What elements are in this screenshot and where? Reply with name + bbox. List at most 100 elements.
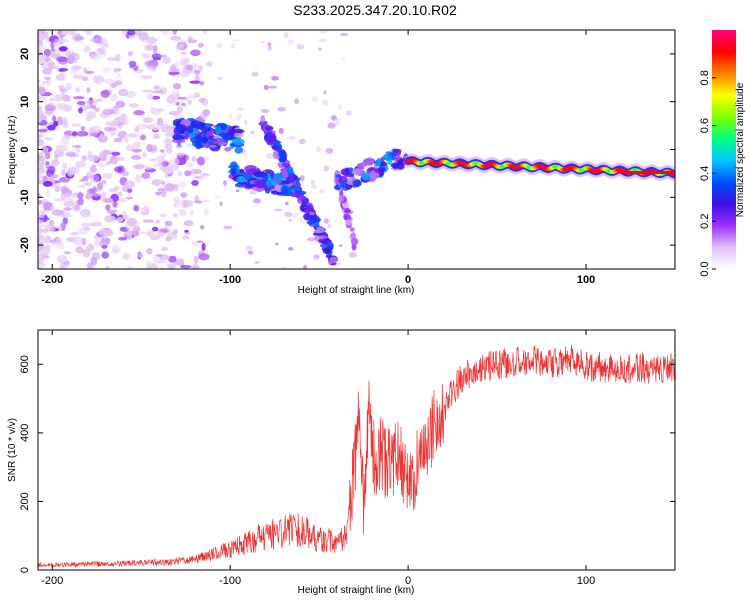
spectrogram-blob <box>202 30 208 35</box>
spectrogram-blob <box>97 35 103 44</box>
spectrogram-blob <box>101 245 108 249</box>
spectrogram-blob <box>56 56 68 63</box>
spectrogram-blob <box>105 204 111 211</box>
spectrogram-blob <box>306 220 316 225</box>
spectrogram-blob <box>193 69 200 75</box>
spectrogram-blob <box>82 248 91 258</box>
spectrogram-blob <box>340 32 349 37</box>
spectrogram-blob <box>333 121 340 126</box>
spectrogram-blob <box>189 80 201 84</box>
spectrogram-blob <box>172 134 184 141</box>
spectrogram-blob <box>81 76 89 82</box>
spectrogram-blob <box>287 247 294 251</box>
spectrogram-blob <box>313 229 323 234</box>
spectrogram-blob <box>141 53 151 59</box>
spectrogram-blob <box>338 195 345 202</box>
spectrogram-blob <box>65 151 77 157</box>
spectrogram-blob <box>194 195 200 204</box>
spectrogram-blob <box>61 212 72 219</box>
spectrogram-blob <box>324 218 329 224</box>
spectrogram-blob <box>72 165 80 175</box>
spectrogram-blob <box>180 51 188 55</box>
spectrogram-blob <box>218 138 225 143</box>
spectrogram-blob <box>262 174 269 183</box>
spectrogram-blob <box>152 163 164 168</box>
spectrogram-blob <box>84 30 93 36</box>
spectrogram-blob <box>271 75 279 81</box>
spectrogram-blob <box>204 123 210 128</box>
spectrogram-blob <box>364 157 375 166</box>
spectrogram-blob <box>137 252 144 258</box>
spectrogram-blob <box>280 266 287 269</box>
spectrogram-blob <box>175 101 180 106</box>
spectrogram-blob <box>102 108 115 116</box>
spectrogram-blob <box>150 107 157 114</box>
spectrogram-blob <box>73 96 85 100</box>
spectrogram-blob <box>161 246 169 251</box>
spectrogram-blob <box>78 107 83 114</box>
spectrogram-blob <box>49 98 55 102</box>
colorbar-label: Normalized spectral amplitude <box>735 82 746 217</box>
spectrogram-blob <box>320 244 328 249</box>
spectrogram-blob <box>284 211 292 218</box>
spectrogram-blob <box>100 89 110 99</box>
spectrogram-blob <box>59 72 66 81</box>
spectrogram-blob <box>142 117 154 123</box>
spectrogram-blob <box>102 67 111 73</box>
spectrogram-blob <box>157 188 166 192</box>
spectrogram-blob <box>311 96 319 103</box>
spectrogram-blob <box>234 146 243 154</box>
spectrogram-blob <box>122 253 131 260</box>
x-tick-label: -100 <box>219 575 241 587</box>
spectrogram-blob <box>90 164 97 174</box>
spectrogram-blob <box>38 219 45 224</box>
spectrogram-blob <box>38 139 45 147</box>
spectrogram-blob <box>164 137 172 146</box>
x-tick-label: 100 <box>577 274 595 286</box>
spectrogram-blob <box>47 124 56 131</box>
spectrogram-blob <box>204 240 211 244</box>
spectrogram-blob <box>325 148 334 154</box>
spectrogram-blob <box>129 103 140 108</box>
spectrogram-blob <box>169 71 177 76</box>
spectrogram-blob <box>268 85 278 89</box>
spectrogram-blob <box>146 93 154 100</box>
spectrogram-blob <box>299 175 305 182</box>
spectrogram-blob <box>41 62 54 71</box>
spectrogram-blob <box>168 110 180 116</box>
spectrogram-blob <box>72 74 84 79</box>
spectrogram-blob <box>124 180 136 189</box>
spectrogram-blob <box>334 118 341 122</box>
spectrogram-blob <box>155 191 162 196</box>
spectrogram-blob <box>89 105 97 109</box>
spectrogram-blob <box>189 49 201 57</box>
spectrogram-blob <box>113 105 120 110</box>
spectrogram-blob <box>198 253 210 261</box>
spectrogram-blob <box>185 231 191 236</box>
spectrogram-blob <box>38 86 47 96</box>
spectrogram-blob <box>157 117 164 126</box>
spectrogram-blob <box>339 184 349 188</box>
spectrogram-blob <box>164 161 170 166</box>
spectrogram-blob <box>117 198 127 203</box>
spectrogram-blob <box>115 156 126 161</box>
snr-series-line <box>38 344 675 569</box>
y-tick-label: 20 <box>19 48 31 60</box>
spectrogram-blob <box>181 235 190 240</box>
spectrogram-blob <box>319 30 327 34</box>
spectrogram-blob <box>63 207 72 211</box>
spectrogram-blob <box>266 133 277 143</box>
spectrogram-blob <box>38 242 45 250</box>
spectrogram-blob <box>69 70 77 75</box>
spectrogram-blob <box>44 244 52 249</box>
spectrogram-blob <box>154 179 165 184</box>
y-tick-label: 10 <box>19 96 31 108</box>
figure-title: S233.2025.347.20.10.R02 <box>293 2 457 18</box>
spectrogram-blob <box>208 135 214 140</box>
y-tick-label: -20 <box>19 237 31 253</box>
spectrogram-blob <box>152 90 165 94</box>
spectrogram-blob <box>183 220 194 227</box>
spectrogram-blob <box>306 205 314 212</box>
spectrogram-blob <box>152 226 159 232</box>
x-tick-label: 0 <box>405 575 411 587</box>
